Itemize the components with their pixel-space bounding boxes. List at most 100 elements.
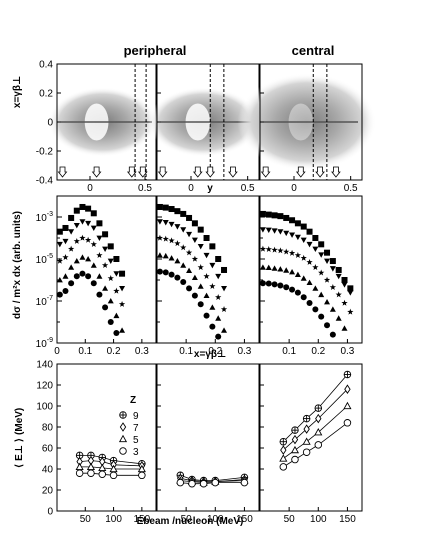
data-point-star <box>118 300 126 307</box>
data-point-circle <box>283 284 290 291</box>
data-point-star <box>318 269 325 276</box>
data-point-circle <box>113 329 120 336</box>
arrow-marker-4 <box>331 166 341 178</box>
arrow-marker-3 <box>205 166 216 178</box>
data-point-triangle-down <box>73 222 80 229</box>
data-point-z3 <box>199 479 208 488</box>
data-point-square <box>119 270 126 277</box>
data-point-circle <box>318 313 325 320</box>
panel-frame <box>156 363 260 512</box>
data-point-circle <box>186 285 193 292</box>
data-point-star <box>68 245 75 252</box>
data-point-triangle-down <box>203 252 210 259</box>
data-point-triangle-down <box>347 290 354 296</box>
data-point-triangle-up <box>79 254 86 260</box>
y-tick-label: 0 <box>47 118 53 129</box>
data-point-triangle-up <box>277 266 284 272</box>
data-point-star <box>180 244 187 251</box>
data-point-z3 <box>109 471 118 480</box>
data-point-square <box>56 228 63 235</box>
y-tick-label: 10-7 <box>36 295 53 308</box>
y-tick-label: 10-3 <box>36 211 53 224</box>
data-point-circle <box>271 281 278 288</box>
data-point-triangle-down <box>62 238 69 245</box>
data-point-square <box>265 211 272 218</box>
x-tick-label: 0.1 <box>179 346 193 357</box>
data-point-star <box>62 254 69 261</box>
data-point-z3 <box>240 478 249 487</box>
data-point-triangle-up <box>306 279 313 286</box>
row3-y-label: ⟨ E⊥ ⟩ (MeV) <box>14 408 25 469</box>
y-tick-label: 20 <box>42 486 54 497</box>
data-point-star <box>162 235 169 242</box>
data-point-circle <box>174 274 181 281</box>
data-point-star <box>259 245 267 252</box>
data-point-z3 <box>188 479 196 488</box>
data-point-star <box>197 264 204 271</box>
data-point-square <box>68 214 75 221</box>
data-point-triangle-up <box>318 291 325 298</box>
x-tick-label: 0 <box>54 346 60 357</box>
data-point-triangle-down <box>318 252 325 258</box>
data-point-z7 <box>291 434 299 445</box>
x-tick-label: 0.5 <box>241 183 255 194</box>
data-point-z3 <box>176 478 185 487</box>
velocity-map-panel-3: 0 0.5 <box>237 63 377 194</box>
spectra-panel-1: 0 0.1 0.2 0.3 <box>54 195 157 357</box>
data-point-star <box>209 283 216 289</box>
arrow-marker-1 <box>260 166 271 178</box>
y-tick-label: 10-9 <box>36 337 53 350</box>
data-point-triangle-down <box>265 227 272 234</box>
legend-marker-z3 <box>119 447 127 455</box>
data-point-triangle-down <box>119 285 126 292</box>
data-point-triangle-down <box>283 230 290 237</box>
data-point-square <box>73 207 80 214</box>
data-point-star <box>203 273 210 279</box>
data-point-square <box>312 235 319 241</box>
data-point-circle <box>156 268 163 275</box>
x-tick-label: 150 <box>236 514 253 525</box>
data-point-star <box>341 299 348 306</box>
y-tick-label: 80 <box>42 423 54 434</box>
legend-marker-z5 <box>118 434 128 443</box>
data-point-square <box>318 241 325 248</box>
y-tick-label: 140 <box>36 360 53 371</box>
data-point-square <box>215 256 222 262</box>
x-tick-label: 0.1 <box>282 346 296 357</box>
data-point-square <box>289 217 296 224</box>
y-tick-label: 40 <box>42 465 54 476</box>
arrow-marker-2 <box>91 166 102 178</box>
arrow-marker-4 <box>137 166 148 178</box>
data-point-triangle-up <box>162 252 169 259</box>
data-point-z3 <box>279 463 288 471</box>
data-point-square <box>271 212 278 219</box>
legend-marker-z9 <box>119 411 127 419</box>
y-tick-label: -0.4 <box>36 176 54 187</box>
row3-x-label: Ebeam /nucleon (MeV) <box>137 516 244 527</box>
data-point-triangle-down <box>102 246 109 252</box>
data-point-square <box>96 220 103 227</box>
data-point-square <box>203 235 210 241</box>
data-point-triangle-up <box>341 325 348 331</box>
data-point-circle <box>259 280 266 287</box>
x-tick-label: 0.3 <box>237 346 251 357</box>
transverse-spectra-row: 0 0.1 0.2 0.3 0.1 0.2 0.3 0.1 0.2 0.3 10-3 10-5 10-7… <box>36 195 363 357</box>
y-tick-label: 0.2 <box>39 89 53 100</box>
data-point-triangle-up <box>174 258 181 264</box>
data-point-circle <box>191 292 198 299</box>
data-point-triangle-up <box>203 292 210 299</box>
data-point-circle <box>294 289 301 296</box>
y-tick-exponent: -3 <box>47 211 53 218</box>
data-point-triangle-up <box>209 304 216 310</box>
data-point-circle <box>180 279 187 286</box>
data-point-triangle-up <box>156 252 163 258</box>
x-tick-label: 0.2 <box>107 346 121 357</box>
data-point-triangle-up <box>180 262 187 268</box>
data-point-star <box>288 249 296 256</box>
y-tick-label: 0 <box>47 507 53 518</box>
data-point-circle <box>73 273 80 280</box>
data-point-triangle-down <box>277 229 284 235</box>
data-point-triangle-up <box>186 267 193 274</box>
data-point-triangle-up <box>335 315 342 321</box>
